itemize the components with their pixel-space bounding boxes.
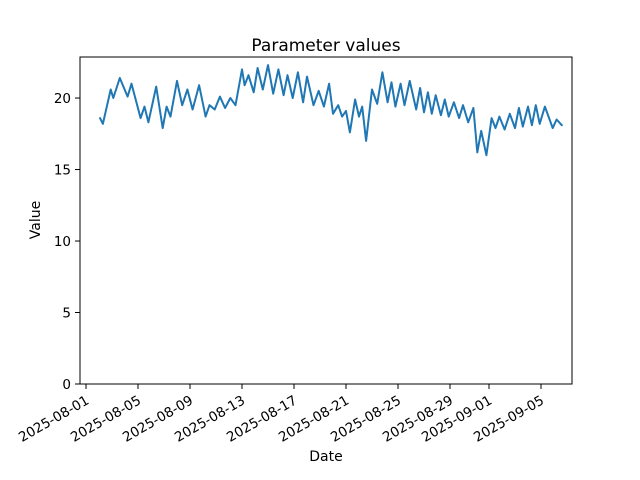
y-tick-label: 15: [54, 163, 71, 179]
y-axis-label: Value: [28, 201, 44, 239]
parameter-values-line: [99, 64, 563, 157]
y-tick-label: 10: [54, 234, 71, 250]
y-tick-label: 20: [54, 91, 71, 107]
x-axis-label: Date: [309, 449, 342, 465]
axes-frame: [79, 56, 573, 385]
y-tick-label: 5: [62, 306, 71, 322]
x-axis-ticks: 2025-08-012025-08-052025-08-092025-08-13…: [16, 384, 547, 446]
y-tick-label: 0: [62, 377, 71, 393]
y-axis-ticks: 0 5 10 15 20: [54, 91, 80, 393]
chart-title: Parameter values: [251, 36, 400, 56]
data-series: [99, 64, 563, 157]
